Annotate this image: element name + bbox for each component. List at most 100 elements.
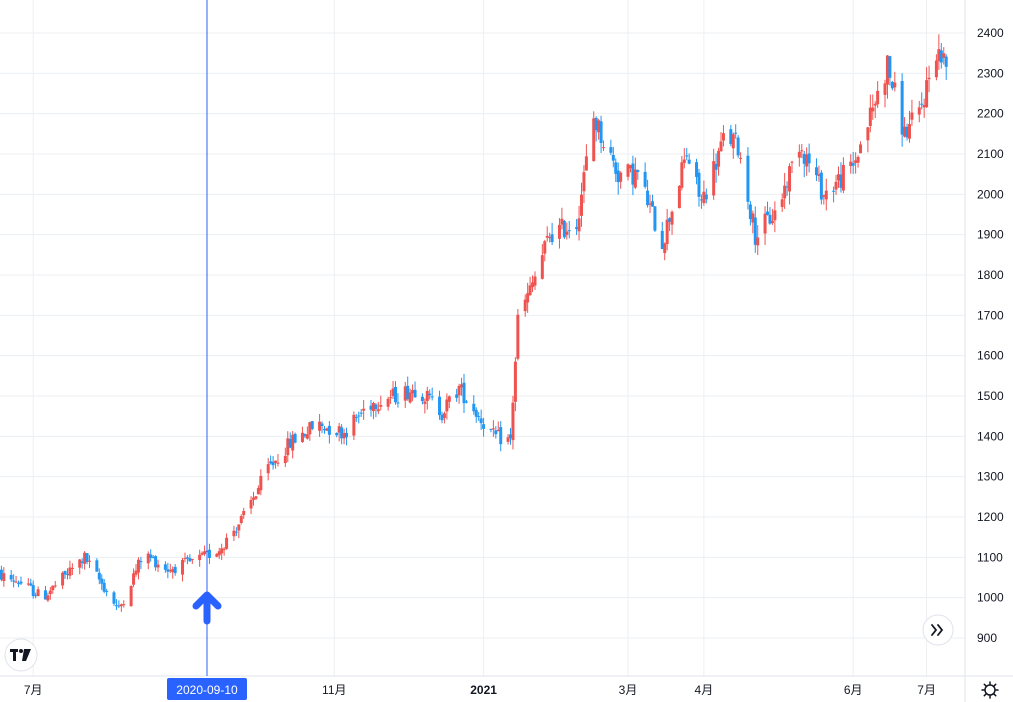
time-tick-label: 2021 <box>470 683 497 697</box>
candle <box>335 432 339 438</box>
candle-body <box>494 430 498 435</box>
candle <box>14 576 18 584</box>
candle-body <box>939 50 943 63</box>
candle-body <box>626 164 630 177</box>
candle-body <box>376 409 380 412</box>
candle <box>903 117 907 138</box>
candle-body <box>83 552 87 564</box>
candle <box>937 34 941 70</box>
candle-body <box>357 415 361 417</box>
candle-body <box>26 583 30 585</box>
candle-body <box>156 564 160 568</box>
candle-body <box>695 162 699 177</box>
candle <box>646 179 650 208</box>
candle-body <box>70 567 74 569</box>
candle <box>832 186 836 203</box>
candle-body <box>254 496 258 499</box>
candle-body <box>207 549 211 558</box>
candle <box>308 421 312 441</box>
candle <box>232 525 236 541</box>
candle-body <box>721 133 725 141</box>
candle-body <box>139 561 143 563</box>
candle-body <box>440 414 444 421</box>
candle-body <box>276 462 280 464</box>
candle-body <box>53 585 57 587</box>
candle-body <box>773 210 777 221</box>
candle <box>592 111 596 162</box>
candle-body <box>910 112 914 120</box>
candle <box>9 569 13 582</box>
candle <box>677 185 681 209</box>
candle <box>215 552 219 558</box>
candle <box>393 381 397 405</box>
candle-body <box>717 150 721 167</box>
tradingview-logo-icon[interactable] <box>4 638 38 672</box>
candle <box>269 455 273 465</box>
candle <box>376 402 380 415</box>
price-tick-label: 1200 <box>977 510 1004 524</box>
candle-body <box>386 398 390 407</box>
candle <box>207 543 211 564</box>
candle <box>866 126 870 153</box>
price-axis[interactable]: 900 1000 1100 1200 1300 1400 1500 1600 1700 1800 1… <box>977 26 1004 645</box>
candle <box>119 603 123 612</box>
candle <box>100 574 104 590</box>
candle <box>97 568 101 585</box>
price-tick-label: 2400 <box>977 26 1004 40</box>
candle <box>105 588 109 597</box>
candle-body <box>293 433 297 443</box>
arrow-up-marker-icon[interactable] <box>192 591 222 625</box>
candle-body <box>599 121 603 144</box>
crosshair-date-label-bg <box>167 678 247 700</box>
candle-body <box>643 171 647 187</box>
candle <box>474 407 478 423</box>
candle <box>83 551 87 570</box>
candle-body <box>80 561 84 563</box>
candle <box>699 194 703 209</box>
candle <box>837 166 840 188</box>
candle-body <box>851 163 855 166</box>
candle <box>300 426 304 443</box>
candle-body <box>748 204 752 220</box>
candle <box>320 421 324 434</box>
candle-body <box>95 560 99 572</box>
candle <box>129 585 133 607</box>
candle-body <box>242 511 246 516</box>
candle-body <box>232 530 236 537</box>
candle-body <box>234 531 238 533</box>
candle <box>817 165 821 182</box>
candle <box>242 507 246 519</box>
crosshair-date-label: 2020-09-10 <box>176 683 238 697</box>
candle-body <box>371 403 375 412</box>
candle-body <box>770 220 774 224</box>
candle-body <box>719 141 723 152</box>
candle <box>482 417 486 437</box>
candle-body <box>217 551 221 556</box>
candle <box>927 65 931 93</box>
candle <box>259 469 263 496</box>
scroll-to-realtime-button[interactable] <box>922 614 954 646</box>
candle-body <box>900 80 904 135</box>
candle-body <box>345 432 349 438</box>
candle <box>516 309 520 361</box>
candle-body <box>883 83 887 95</box>
candle-body <box>354 417 358 419</box>
candle-body <box>584 156 588 171</box>
candle-body <box>677 186 681 209</box>
candle-body <box>286 438 290 456</box>
candle-body <box>790 161 794 163</box>
candle-body <box>802 153 806 164</box>
time-axis[interactable]: 7月 11月 2021 3月 4月 6月 7月 <box>24 683 936 697</box>
candle <box>856 155 860 168</box>
candle <box>736 135 740 158</box>
candle <box>274 460 278 469</box>
candle-body <box>168 569 172 572</box>
candle <box>362 399 366 420</box>
candle <box>151 554 155 559</box>
candle <box>80 558 84 569</box>
candle-body <box>699 199 703 201</box>
candle-body <box>173 566 177 574</box>
gear-icon[interactable] <box>981 681 999 699</box>
candle-body <box>907 124 911 139</box>
